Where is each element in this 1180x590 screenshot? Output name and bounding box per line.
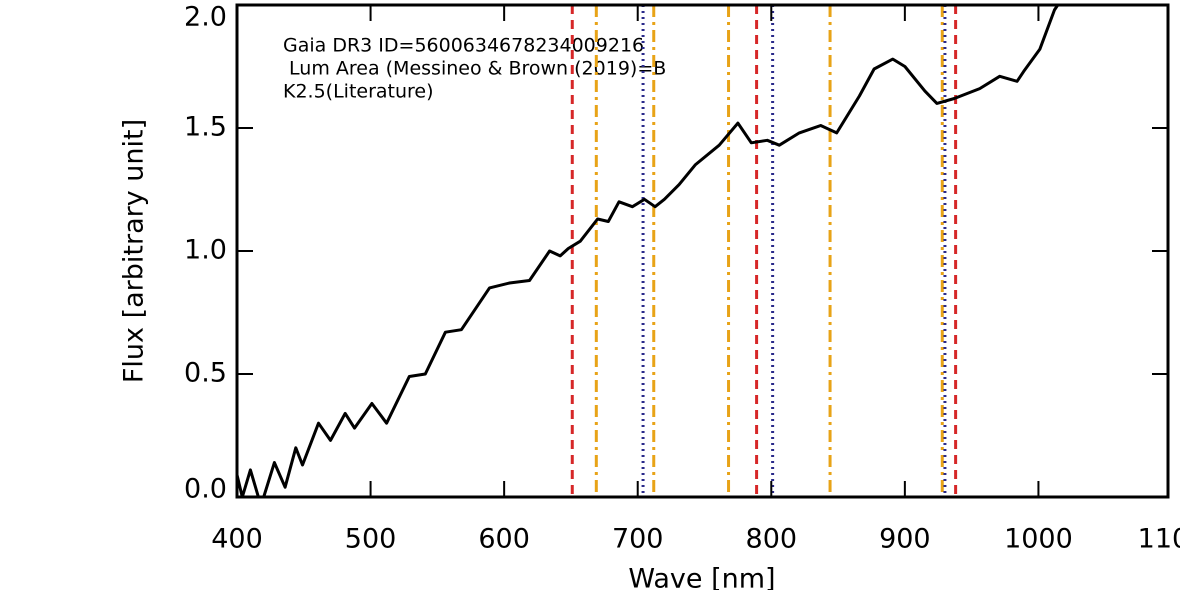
y-axis-label: Flux [arbitrary unit] xyxy=(119,119,150,383)
x-tick-label: 1000 xyxy=(1004,524,1073,555)
x-tick-label: 400 xyxy=(211,524,263,555)
y-tick-label: 2.0 xyxy=(184,2,227,33)
y-tick-label: 0.5 xyxy=(184,358,227,389)
x-tick-label: 900 xyxy=(879,524,931,555)
y-tick-label: 0.0 xyxy=(184,474,227,505)
y-tick-label: 1.5 xyxy=(184,112,227,143)
annotation: Gaia DR3 ID=5600634678234009216 xyxy=(283,35,644,57)
x-tick-label: 700 xyxy=(612,524,664,555)
x-tick-label: 1100 xyxy=(1138,524,1180,555)
plot-area xyxy=(237,5,1060,497)
spectrum-line xyxy=(237,5,1060,497)
annotation: Lum Area (Messineo & Brown (2019)=B xyxy=(283,58,666,80)
x-axis-label: Wave [nm] xyxy=(628,564,775,590)
x-tick-label: 600 xyxy=(478,524,530,555)
y-tick-label: 1.0 xyxy=(184,235,227,266)
annotation: K2.5(Literature) xyxy=(283,81,434,103)
x-tick-label: 800 xyxy=(746,524,798,555)
x-tick-label: 500 xyxy=(345,524,397,555)
